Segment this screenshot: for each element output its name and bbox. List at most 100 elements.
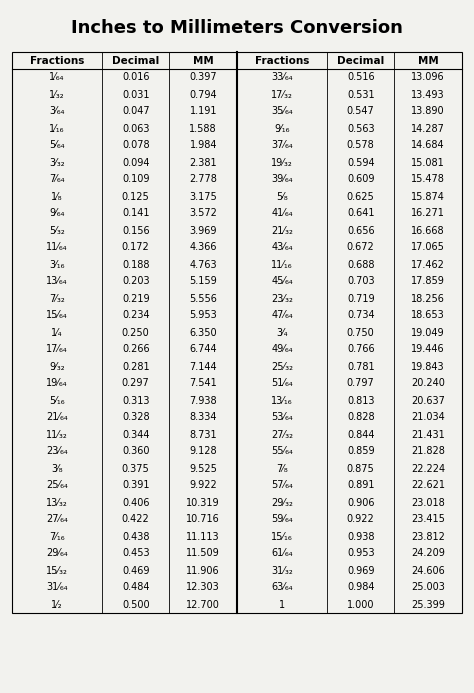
Text: 13⁄₁₆: 13⁄₁₆ bbox=[271, 396, 293, 405]
Text: 41⁄₆₄: 41⁄₆₄ bbox=[271, 209, 293, 218]
Text: 27⁄₆₄: 27⁄₆₄ bbox=[46, 514, 68, 525]
Text: 3⁄₃₂: 3⁄₃₂ bbox=[49, 157, 65, 168]
Text: 15⁄₆₄: 15⁄₆₄ bbox=[46, 310, 68, 320]
Text: 19⁄₃₂: 19⁄₃₂ bbox=[271, 157, 293, 168]
Text: 0.500: 0.500 bbox=[122, 599, 150, 610]
Bar bbox=[12, 52, 462, 613]
Text: 19⁄₆₄: 19⁄₆₄ bbox=[46, 378, 68, 389]
Text: 0.609: 0.609 bbox=[347, 175, 374, 184]
Text: 6.744: 6.744 bbox=[190, 344, 217, 355]
Text: 1⁄₆₄: 1⁄₆₄ bbox=[49, 73, 65, 82]
Text: 0.906: 0.906 bbox=[347, 498, 374, 507]
Text: 12.303: 12.303 bbox=[186, 583, 220, 593]
Text: 0.969: 0.969 bbox=[347, 565, 374, 575]
Text: 0.750: 0.750 bbox=[347, 328, 374, 337]
Text: 7.938: 7.938 bbox=[190, 396, 217, 405]
Text: 15.478: 15.478 bbox=[411, 175, 445, 184]
Text: 45⁄₆₄: 45⁄₆₄ bbox=[271, 277, 293, 286]
Text: 0.156: 0.156 bbox=[122, 225, 150, 236]
Text: 4.366: 4.366 bbox=[190, 243, 217, 252]
Text: 0.531: 0.531 bbox=[347, 89, 374, 100]
Text: 1⁄₁₆: 1⁄₁₆ bbox=[49, 123, 65, 134]
Text: 0.172: 0.172 bbox=[122, 243, 150, 252]
Text: 21.034: 21.034 bbox=[411, 412, 445, 423]
Text: 19.446: 19.446 bbox=[411, 344, 445, 355]
Text: 0.422: 0.422 bbox=[122, 514, 150, 525]
Text: 0.281: 0.281 bbox=[122, 362, 150, 371]
Text: 3.572: 3.572 bbox=[189, 209, 217, 218]
Text: 29⁄₃₂: 29⁄₃₂ bbox=[271, 498, 293, 507]
Text: 33⁄₆₄: 33⁄₆₄ bbox=[271, 73, 293, 82]
Text: 0.703: 0.703 bbox=[347, 277, 374, 286]
Text: 51⁄₆₄: 51⁄₆₄ bbox=[271, 378, 293, 389]
Text: 0.375: 0.375 bbox=[122, 464, 150, 473]
Text: 8.334: 8.334 bbox=[190, 412, 217, 423]
Text: 63⁄₆₄: 63⁄₆₄ bbox=[271, 583, 293, 593]
Text: 7.144: 7.144 bbox=[190, 362, 217, 371]
Text: 3.969: 3.969 bbox=[190, 225, 217, 236]
Text: 0.047: 0.047 bbox=[122, 107, 150, 116]
Text: 19.843: 19.843 bbox=[411, 362, 445, 371]
Text: 0.266: 0.266 bbox=[122, 344, 150, 355]
Text: 7⁄₃₂: 7⁄₃₂ bbox=[49, 294, 65, 304]
Text: 1.984: 1.984 bbox=[190, 141, 217, 150]
Text: 37⁄₆₄: 37⁄₆₄ bbox=[271, 141, 293, 150]
Text: 17.065: 17.065 bbox=[411, 243, 445, 252]
Text: 6.350: 6.350 bbox=[190, 328, 217, 337]
Text: 0.391: 0.391 bbox=[122, 480, 149, 491]
Text: 7⁄₁₆: 7⁄₁₆ bbox=[49, 532, 65, 541]
Text: 0.828: 0.828 bbox=[347, 412, 374, 423]
Text: 0.469: 0.469 bbox=[122, 565, 149, 575]
Text: 29⁄₆₄: 29⁄₆₄ bbox=[46, 548, 68, 559]
Text: 4.763: 4.763 bbox=[190, 259, 217, 270]
Text: 0.406: 0.406 bbox=[122, 498, 149, 507]
Text: 17⁄₆₄: 17⁄₆₄ bbox=[46, 344, 68, 355]
Text: 35⁄₆₄: 35⁄₆₄ bbox=[271, 107, 293, 116]
Text: 5.953: 5.953 bbox=[190, 310, 217, 320]
Text: 7⁄₈: 7⁄₈ bbox=[276, 464, 288, 473]
Text: 0.875: 0.875 bbox=[347, 464, 374, 473]
Text: 9⁄₃₂: 9⁄₃₂ bbox=[49, 362, 65, 371]
Text: 57⁄₆₄: 57⁄₆₄ bbox=[271, 480, 293, 491]
Text: 0.891: 0.891 bbox=[347, 480, 374, 491]
Text: 16.668: 16.668 bbox=[411, 225, 445, 236]
Text: 0.625: 0.625 bbox=[347, 191, 374, 202]
Text: 3⁄₄: 3⁄₄ bbox=[276, 328, 288, 337]
Text: Inches to Millimeters Conversion: Inches to Millimeters Conversion bbox=[71, 19, 403, 37]
Text: 1⁄₃₂: 1⁄₃₂ bbox=[49, 89, 65, 100]
Text: 13⁄₆₄: 13⁄₆₄ bbox=[46, 277, 68, 286]
Text: 13.096: 13.096 bbox=[411, 73, 445, 82]
Text: 18.653: 18.653 bbox=[411, 310, 445, 320]
Text: 0.516: 0.516 bbox=[347, 73, 374, 82]
Text: 13⁄₃₂: 13⁄₃₂ bbox=[46, 498, 68, 507]
Text: 11⁄₆₄: 11⁄₆₄ bbox=[46, 243, 68, 252]
Text: 61⁄₆₄: 61⁄₆₄ bbox=[271, 548, 293, 559]
Text: 19.049: 19.049 bbox=[411, 328, 445, 337]
Text: 1.191: 1.191 bbox=[190, 107, 217, 116]
Text: 14.684: 14.684 bbox=[411, 141, 445, 150]
Text: 2.381: 2.381 bbox=[190, 157, 217, 168]
Text: 27⁄₃₂: 27⁄₃₂ bbox=[271, 430, 293, 439]
Text: 0.031: 0.031 bbox=[122, 89, 149, 100]
Text: 15.081: 15.081 bbox=[411, 157, 445, 168]
Text: 5.556: 5.556 bbox=[189, 294, 217, 304]
Text: 0.250: 0.250 bbox=[122, 328, 150, 337]
Text: 15⁄₁₆: 15⁄₁₆ bbox=[271, 532, 293, 541]
Text: 5⁄₁₆: 5⁄₁₆ bbox=[49, 396, 65, 405]
Text: MM: MM bbox=[418, 55, 438, 66]
Text: 0.953: 0.953 bbox=[347, 548, 374, 559]
Text: 43⁄₆₄: 43⁄₆₄ bbox=[271, 243, 293, 252]
Text: 7⁄₆₄: 7⁄₆₄ bbox=[49, 175, 65, 184]
Text: 8.731: 8.731 bbox=[190, 430, 217, 439]
Text: 59⁄₆₄: 59⁄₆₄ bbox=[271, 514, 293, 525]
Text: 31⁄₃₂: 31⁄₃₂ bbox=[271, 565, 293, 575]
Text: 0.313: 0.313 bbox=[122, 396, 149, 405]
Text: 1.588: 1.588 bbox=[190, 123, 217, 134]
Text: 21.828: 21.828 bbox=[411, 446, 445, 457]
Text: 0.719: 0.719 bbox=[347, 294, 374, 304]
Text: 11.906: 11.906 bbox=[186, 565, 220, 575]
Text: 0.656: 0.656 bbox=[347, 225, 374, 236]
Text: Fractions: Fractions bbox=[30, 55, 84, 66]
Text: 21⁄₃₂: 21⁄₃₂ bbox=[271, 225, 293, 236]
Text: 9⁄₆₄: 9⁄₆₄ bbox=[49, 209, 65, 218]
